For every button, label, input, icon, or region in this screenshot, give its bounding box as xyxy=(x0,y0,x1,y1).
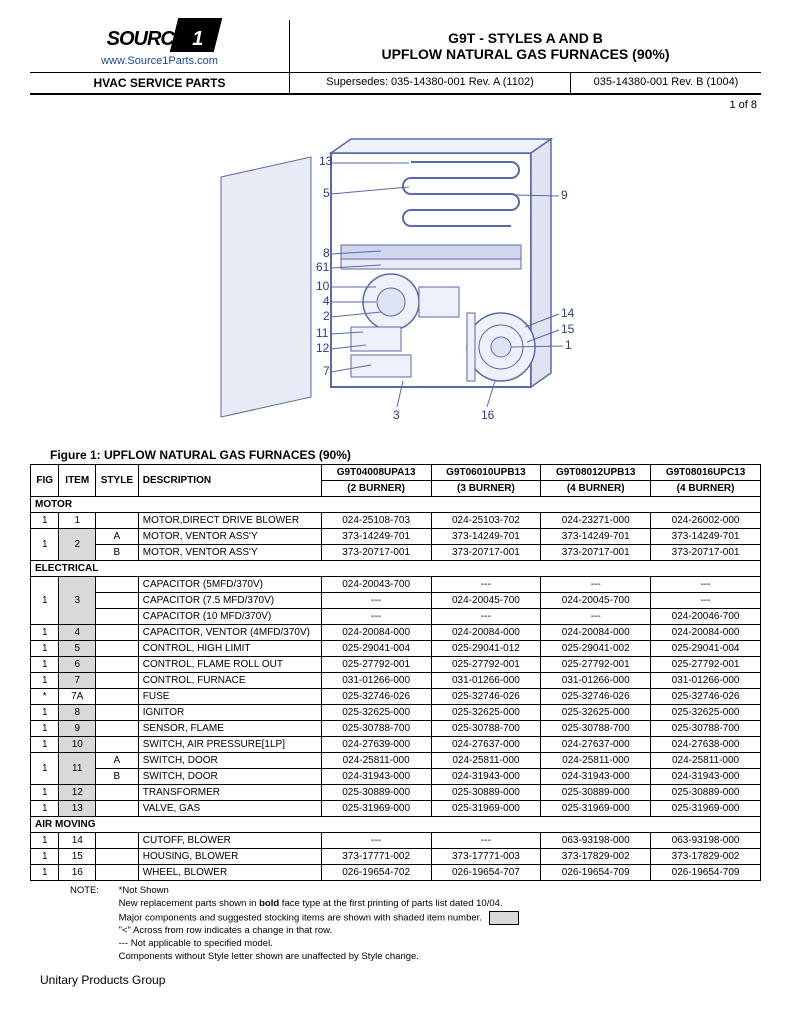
section-row: ELECTRICAL xyxy=(31,561,761,577)
svg-text:13: 13 xyxy=(319,154,333,168)
col-fig: FIG xyxy=(31,465,59,497)
table-row: CAPACITOR (10 MFD/370V)---------024-2004… xyxy=(31,609,761,625)
table-row: 15CONTROL, HIGH LIMIT025-29041-004025-29… xyxy=(31,641,761,657)
svg-text:11: 11 xyxy=(316,326,329,340)
notes: NOTE: *Not ShownNew replacement parts sh… xyxy=(70,885,761,963)
col3b: (4 BURNER) xyxy=(541,481,651,497)
table-row: 18IGNITOR025-32625-000025-32625-000025-3… xyxy=(31,705,761,721)
furnace-diagram: 13 5 8 61 10 4 2 11 12 7 9 14 15 1 3 16 xyxy=(181,127,611,427)
note-body: *Not ShownNew replacement parts shown in… xyxy=(119,885,679,963)
logo-cell: SOURCE1 www.Source1Parts.com xyxy=(30,20,290,72)
col4b: (4 BURNER) xyxy=(651,481,761,497)
table-row: 19SENSOR, FLAME025-30788-700025-30788-70… xyxy=(31,721,761,737)
sub-header: HVAC SERVICE PARTS Supersedes: 035-14380… xyxy=(30,73,761,95)
table-row: 16CONTROL, FLAME ROLL OUT025-27792-00102… xyxy=(31,657,761,673)
svg-text:2: 2 xyxy=(323,309,330,323)
svg-text:10: 10 xyxy=(316,279,330,293)
table-row: 115HOUSING, BLOWER373-17771-002373-17771… xyxy=(31,849,761,865)
table-row: CAPACITOR (7.5 MFD/370V)---024-20045-700… xyxy=(31,593,761,609)
col2b: (3 BURNER) xyxy=(431,481,541,497)
svg-text:3: 3 xyxy=(393,408,400,422)
page-number: 1 of 8 xyxy=(30,95,761,121)
doc-title: G9T - STYLES A AND B UPFLOW NATURAL GAS … xyxy=(290,20,761,72)
logo-text: SOURCE xyxy=(107,28,187,50)
diagram: 13 5 8 61 10 4 2 11 12 7 9 14 15 1 3 16 xyxy=(30,127,761,430)
section-row: MOTOR xyxy=(31,497,761,513)
title-line2: UPFLOW NATURAL GAS FURNACES (90%) xyxy=(290,46,761,62)
svg-text:4: 4 xyxy=(323,294,330,308)
svg-text:7: 7 xyxy=(323,364,330,378)
svg-text:61: 61 xyxy=(316,260,330,274)
table-row: 113VALVE, GAS025-31969-000025-31969-0000… xyxy=(31,801,761,817)
table-body: MOTOR11MOTOR,DIRECT DRIVE BLOWER024-2510… xyxy=(31,497,761,881)
col2a: G9T06010UPB13 xyxy=(431,465,541,481)
table-row: 110SWITCH, AIR PRESSURE[1LP]024-27639-00… xyxy=(31,737,761,753)
parts-table: FIG ITEM STYLE DESCRIPTION G9T04008UPA13… xyxy=(30,464,761,881)
rev-b: 035-14380-001 Rev. B (1004) xyxy=(571,73,761,93)
table-row: 114CUTOFF, BLOWER------063-93198-000063-… xyxy=(31,833,761,849)
title-line1: G9T - STYLES A AND B xyxy=(290,30,761,46)
col-item: ITEM xyxy=(59,465,96,497)
svg-text:1: 1 xyxy=(565,338,572,352)
table-row: 112TRANSFORMER025-30889-000025-30889-000… xyxy=(31,785,761,801)
supersedes: Supersedes: 035-14380-001 Rev. A (1102) xyxy=(290,73,571,93)
svg-text:5: 5 xyxy=(323,186,330,200)
table-row: BSWITCH, DOOR024-31943-000024-31943-0000… xyxy=(31,769,761,785)
col1a: G9T04008UPA13 xyxy=(321,465,431,481)
header-row: SOURCE1 www.Source1Parts.com G9T - STYLE… xyxy=(30,20,761,73)
table-row: *7AFUSE025-32746-026025-32746-026025-327… xyxy=(31,689,761,705)
hvac-label: HVAC SERVICE PARTS xyxy=(30,73,290,93)
svg-text:16: 16 xyxy=(481,408,495,422)
table-row: BMOTOR, VENTOR ASS'Y373-20717-001373-207… xyxy=(31,545,761,561)
table-row: 12AMOTOR, VENTOR ASS'Y373-14249-701373-1… xyxy=(31,529,761,545)
section-row: AIR MOVING xyxy=(31,817,761,833)
figure-caption: Figure 1: UPFLOW NATURAL GAS FURNACES (9… xyxy=(50,448,761,462)
table-row: 13CAPACITOR (5MFD/370V)024-20043-700----… xyxy=(31,577,761,593)
note-label: NOTE: xyxy=(70,885,116,898)
col-style: STYLE xyxy=(96,465,139,497)
table-row: 14CAPACITOR, VENTOR (4MFD/370V)024-20084… xyxy=(31,625,761,641)
logo: SOURCE1 xyxy=(107,24,213,55)
svg-text:9: 9 xyxy=(561,188,568,202)
logo-url: www.Source1Parts.com xyxy=(30,55,289,67)
col3a: G9T08012UPB13 xyxy=(541,465,651,481)
col4a: G9T08016UPC13 xyxy=(651,465,761,481)
table-row: 17CONTROL, FURNACE031-01266-000031-01266… xyxy=(31,673,761,689)
logo-num: 1 xyxy=(186,28,212,50)
table-row: 116WHEEL, BLOWER026-19654-702026-19654-7… xyxy=(31,865,761,881)
svg-text:14: 14 xyxy=(561,306,575,320)
svg-text:12: 12 xyxy=(316,341,330,355)
table-row: 111ASWITCH, DOOR024-25811-000024-25811-0… xyxy=(31,753,761,769)
svg-text:15: 15 xyxy=(561,322,575,336)
col1b: (2 BURNER) xyxy=(321,481,431,497)
footer: Unitary Products Group xyxy=(40,973,761,987)
header-row-1: FIG ITEM STYLE DESCRIPTION G9T04008UPA13… xyxy=(31,465,761,481)
svg-text:8: 8 xyxy=(323,246,330,260)
col-desc: DESCRIPTION xyxy=(138,465,321,497)
table-row: 11MOTOR,DIRECT DRIVE BLOWER024-25108-703… xyxy=(31,513,761,529)
